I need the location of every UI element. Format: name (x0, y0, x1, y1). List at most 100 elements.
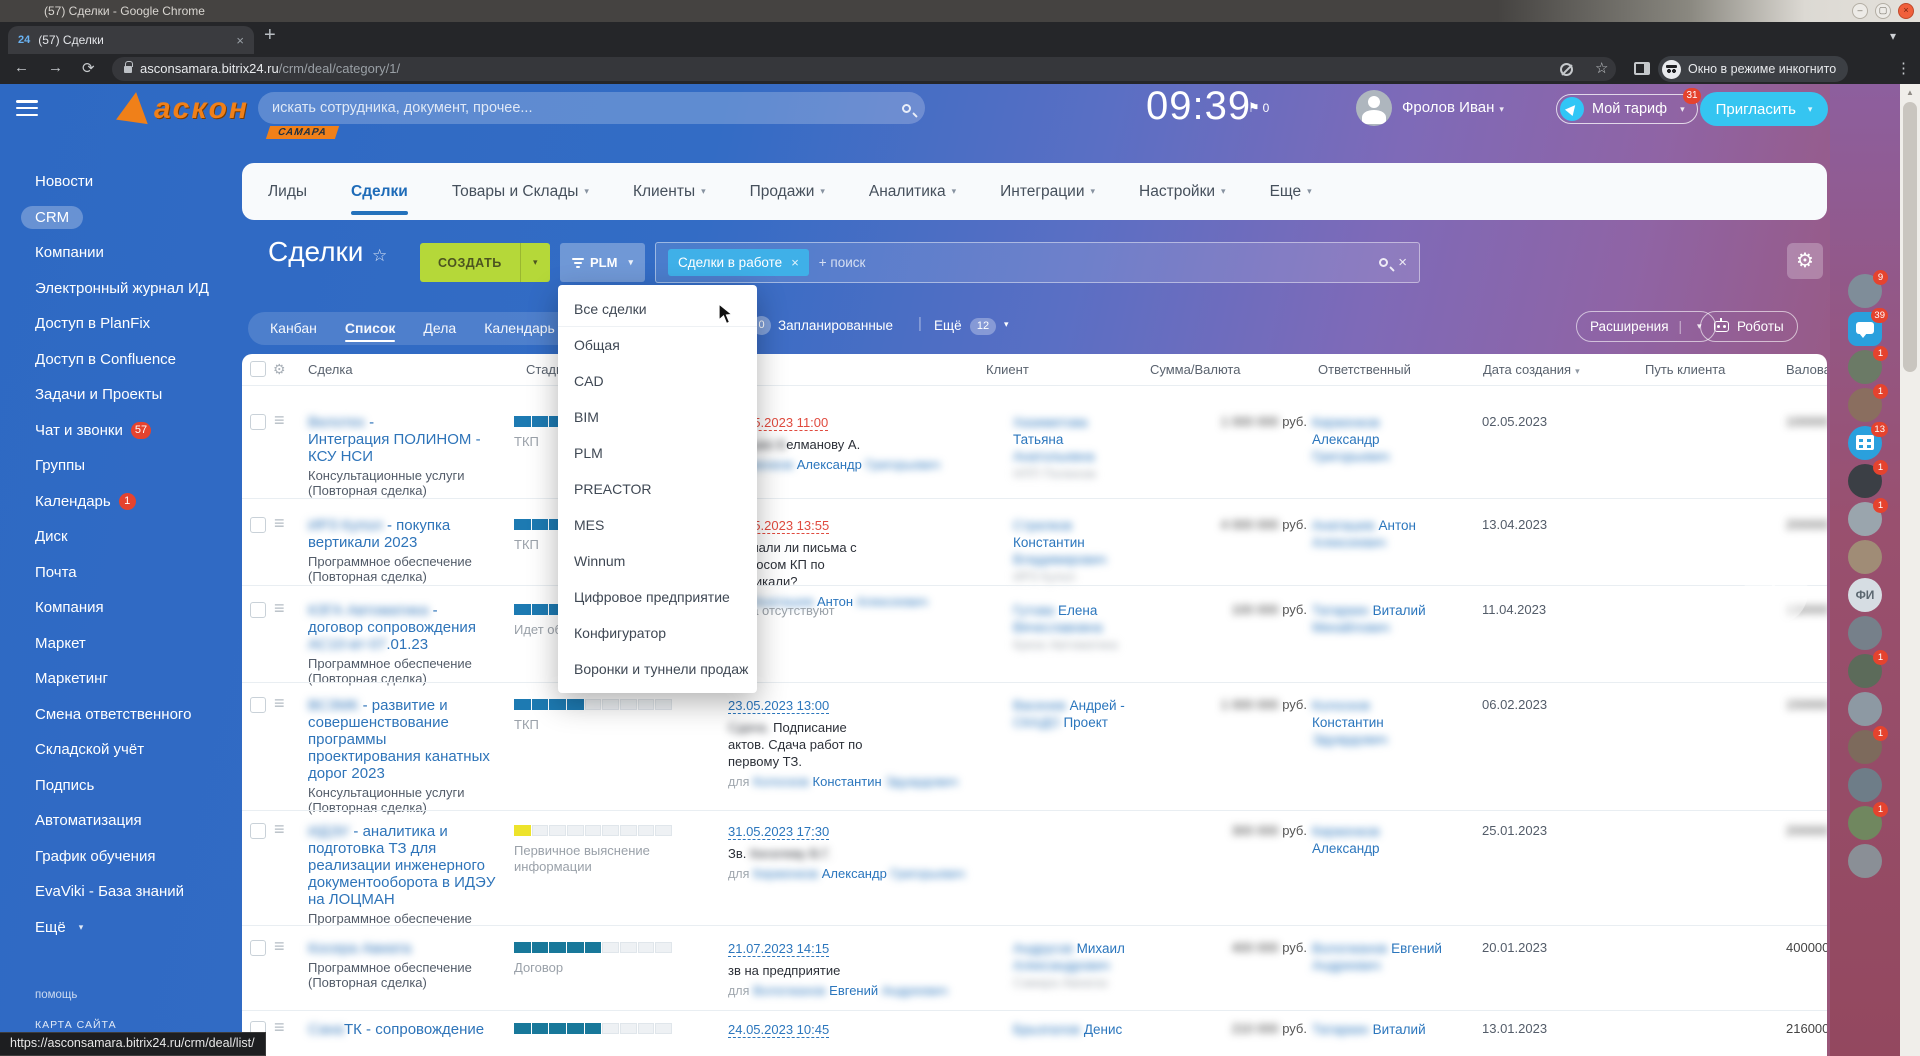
nav-clients[interactable]: Клиенты ▾ (632, 182, 706, 200)
activity-for[interactable]: для Вологжанов Евгений Андреевич (728, 983, 948, 998)
col-responsible[interactable]: Ответственный (1318, 362, 1411, 377)
client-cell[interactable]: Брызгалов Денис (1013, 1022, 1123, 1037)
invite-button[interactable]: Пригласить ▾ (1700, 92, 1828, 126)
clear-filter-icon[interactable]: × (1398, 254, 1407, 271)
row-checkbox[interactable] (250, 697, 266, 713)
menu-item-all-deals[interactable]: Все сделки (558, 291, 757, 327)
responsible-cell[interactable]: Колосков Константин Эдуардович (1312, 698, 1388, 747)
activity-for[interactable]: для Кирженков Александр Григорьевич (728, 866, 966, 881)
view-list[interactable]: Список (344, 312, 395, 345)
view-kanban[interactable]: Канбан (270, 320, 317, 336)
global-search-input[interactable] (272, 100, 902, 116)
rail-avatar[interactable] (1848, 616, 1882, 650)
hamburger-menu-icon[interactable] (16, 100, 38, 116)
table-row[interactable]: ≡ ИРЗ Купол - покупка вертикали 2023 Прог… (242, 498, 1827, 609)
table-row[interactable]: ≡ ВСЗМК - развитие и совершенствование про… (242, 682, 1827, 815)
eye-off-icon[interactable] (1560, 63, 1573, 76)
planned-counter-label[interactable]: Запланированные (778, 318, 894, 333)
client-cell[interactable]: Хазиметова Татьяна Анатольевна НПП Полином (1013, 415, 1096, 481)
client-cell[interactable]: Андрусов Михаил Александрович Самара Авиаг… (1013, 941, 1125, 990)
responsible-cell[interactable]: Кирженков Александр (1312, 824, 1380, 856)
create-dropdown-icon[interactable]: ▾ (519, 243, 550, 282)
table-row[interactable]: ≡ ИДЭУ - аналитика и подготовка ТЗ для реа… (242, 810, 1827, 926)
col-client[interactable]: Клиент (986, 362, 1029, 377)
responsible-cell[interactable]: Кирженков Александр Григорьевич (1312, 415, 1390, 464)
table-row[interactable]: ≡ Косера Авиата Программное обеспечение(… (242, 925, 1827, 1010)
rail-avatar[interactable]: 1 (1848, 384, 1888, 422)
sidebar-item-training[interactable]: График обучения (35, 847, 156, 865)
calendar-icon[interactable]: 13 (1848, 422, 1888, 460)
menu-item-winnum[interactable]: Winnum (574, 553, 626, 569)
filter-chip-deals-in-progress[interactable]: Сделки в работе × (668, 249, 809, 276)
sidebar-item-mail[interactable]: Почта (35, 563, 77, 581)
sidebar-item-automation[interactable]: Автоматизация (35, 812, 142, 830)
menu-item-plm[interactable]: PLM (574, 445, 603, 461)
tab-search-chevron-icon[interactable]: ▾ (1890, 29, 1897, 43)
view-calendar[interactable]: Календарь (484, 320, 555, 336)
stage-progress[interactable] (514, 699, 673, 710)
bookmark-star-icon[interactable]: ☆ (1595, 60, 1609, 77)
columns-gear-icon[interactable]: ⚙ (273, 361, 286, 377)
browser-tab[interactable]: 24 (57) Сделки × (8, 26, 254, 54)
reload-icon[interactable]: ⟳ (82, 60, 95, 77)
sidebar-item-companies[interactable]: Компании (35, 244, 104, 262)
deal-link[interactable]: КЗГА Автоматика - договор сопровождения АС… (308, 602, 476, 653)
sidebar-item-market[interactable]: Маркет (35, 634, 86, 652)
sidebar-item-crm[interactable]: CRM (0, 200, 242, 236)
expand-panel-button[interactable]: › (1744, 560, 1808, 624)
rail-avatar[interactable]: 1 (1848, 726, 1888, 764)
extensions-button[interactable]: Расширения | ▾ (1576, 311, 1716, 342)
browser-menu-icon[interactable]: ⋮ (1896, 60, 1911, 77)
rail-avatar[interactable]: 1 (1848, 498, 1888, 536)
search-icon[interactable] (1379, 258, 1389, 267)
deal-link[interactable]: ИДЭУ - аналитика и подготовка ТЗ для реали… (308, 823, 496, 908)
sidebar-item-marketing[interactable]: Маркетинг (35, 670, 108, 688)
sitemap-link[interactable]: КАРТА САЙТА (35, 1019, 117, 1031)
rail-avatar[interactable] (1848, 844, 1882, 878)
row-checkbox[interactable] (250, 823, 266, 839)
maximize-button[interactable]: ▢ (1875, 3, 1891, 19)
chip-remove-icon[interactable]: × (791, 255, 799, 270)
sidebar-item-more[interactable]: Ещё ▾ (35, 918, 84, 936)
col-client-path[interactable]: Путь клиента (1645, 362, 1726, 377)
sidebar-item-disk[interactable]: Диск (35, 528, 68, 546)
drag-handle-icon[interactable]: ≡ (274, 598, 285, 618)
table-row[interactable]: ≡ Велотех - Интеграция ПОЛИНОМ - КСУ НСИ К… (242, 385, 1827, 498)
flag-counter[interactable]: ⚑ 0 (1248, 100, 1270, 115)
close-button[interactable]: × (1898, 3, 1914, 19)
scroll-up-icon[interactable]: ▲ (1906, 88, 1914, 97)
chat-icon[interactable]: 39 (1848, 308, 1888, 346)
drag-handle-icon[interactable]: ≡ (274, 513, 285, 533)
filter-search-input[interactable] (818, 255, 1370, 270)
drag-handle-icon[interactable]: ≡ (274, 410, 285, 430)
activity-date-link[interactable]: 24.05.2023 10:45 (728, 1022, 830, 1038)
nav-products[interactable]: Товары и Склады ▾ (451, 182, 589, 200)
menu-item-mes[interactable]: MES (574, 517, 605, 533)
rail-avatar[interactable]: 1 (1848, 346, 1888, 384)
ascon-logo[interactable]: аскон САМАРА (116, 86, 398, 142)
col-deal[interactable]: Сделка (308, 362, 353, 377)
rail-avatar[interactable] (1848, 768, 1882, 802)
sidebar-item-tasks[interactable]: Задачи и Проекты (35, 386, 163, 404)
menu-item-cad[interactable]: CAD (574, 373, 604, 389)
drag-handle-icon[interactable]: ≡ (274, 693, 285, 713)
sidebar-item-calendar[interactable]: Календарь 1 (0, 484, 242, 520)
activity-date-link[interactable]: 23.05.2023 13:00 (728, 698, 830, 714)
address-field[interactable]: asconsamara.bitrix24.ru/crm/deal/categor… (112, 57, 1616, 81)
nav-integrations[interactable]: Интеграции ▾ (1000, 182, 1096, 200)
stage-progress[interactable] (514, 825, 673, 836)
activity-for[interactable]: Кирженков Александр Григорьевич (728, 457, 941, 472)
minimize-button[interactable]: – (1852, 3, 1868, 19)
deal-link[interactable]: СанаТК - сопровождение (308, 1021, 485, 1038)
nav-settings[interactable]: Настройки ▾ (1139, 182, 1226, 200)
client-cell[interactable]: Стрелков Константин Владимирович ИРЗ Купол (1013, 518, 1107, 584)
sidebar-item-sign[interactable]: Подпись (35, 776, 95, 794)
menu-item-bim[interactable]: BIM (574, 409, 599, 425)
global-search[interactable] (258, 92, 925, 124)
new-tab-button[interactable]: + (264, 24, 276, 46)
filter-search-bar[interactable]: Сделки в работе × × (655, 242, 1420, 283)
drag-handle-icon[interactable]: ≡ (274, 1017, 285, 1037)
drag-handle-icon[interactable]: ≡ (274, 936, 285, 956)
funnel-filter-button[interactable]: PLM ▾ (560, 243, 645, 282)
sidebar-item-journal[interactable]: Электронный журнал ИД (35, 279, 209, 297)
